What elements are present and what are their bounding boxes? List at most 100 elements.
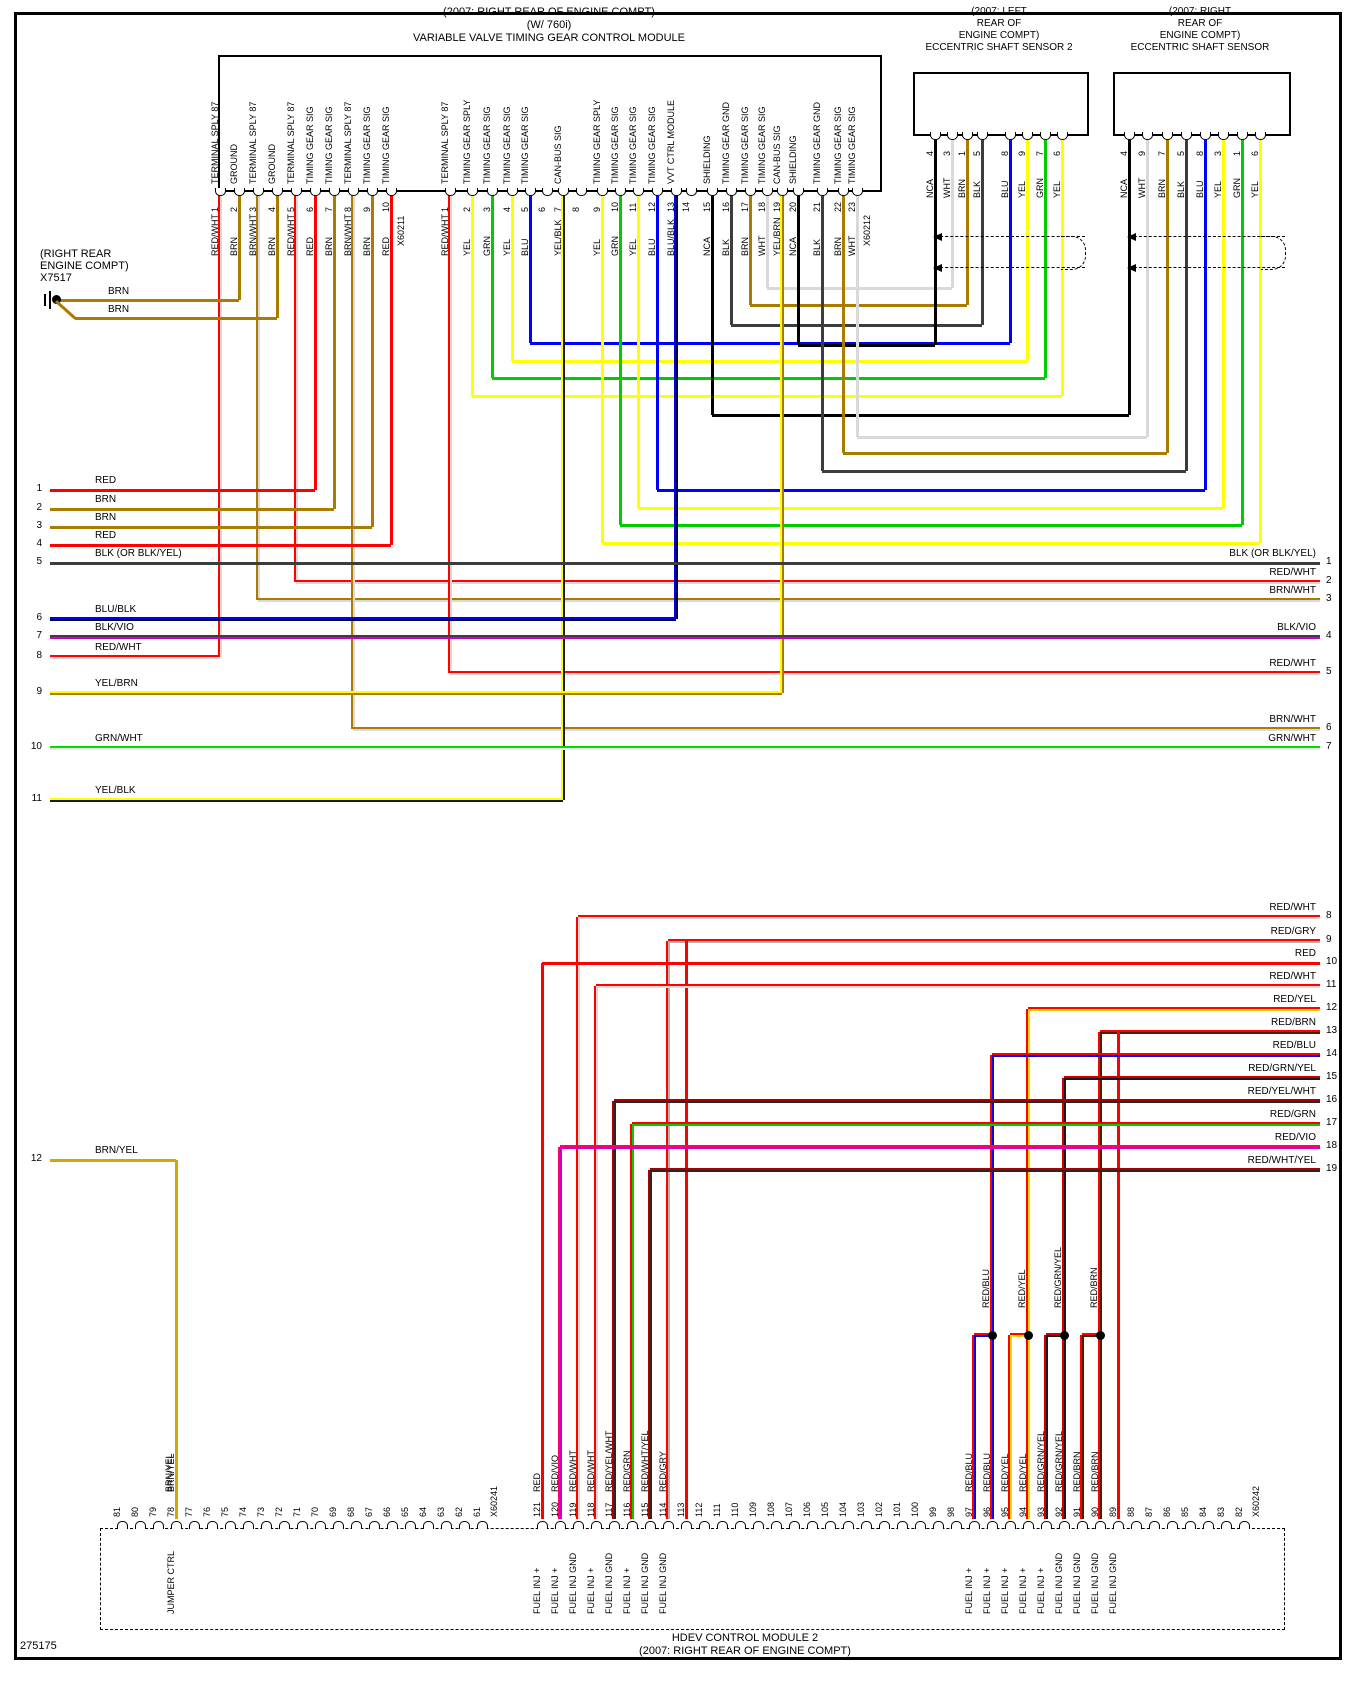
- pin-number: 8: [1195, 150, 1205, 156]
- pin-number: 7: [324, 206, 334, 212]
- left-wire-label: BLU/BLK: [95, 604, 137, 615]
- wire-BLK/VIO: [50, 635, 1320, 639]
- wire-BRN: [841, 194, 845, 453]
- wire-color-label: RED/BLU: [964, 1452, 974, 1492]
- shield-arrow-icon: [933, 233, 942, 241]
- pin-number: 65: [400, 1506, 410, 1517]
- pin-number: 112: [694, 1502, 704, 1517]
- right-wire-number: 19: [1326, 1163, 1338, 1174]
- wire-RED: [540, 963, 544, 1519]
- pin-bracket: [933, 1521, 944, 1529]
- shield-dashed-line: [1129, 267, 1285, 268]
- pin-bracket: [817, 188, 828, 196]
- wire-RED: [684, 941, 688, 1519]
- pin-bracket: [189, 1521, 200, 1529]
- pin-number: 77: [184, 1506, 194, 1517]
- wire-color-label: YEL: [628, 238, 638, 256]
- wire-color-label: GRN: [1232, 178, 1242, 198]
- right-wire-number: 6: [1326, 722, 1332, 733]
- wire-RED/GRY: [668, 939, 1320, 943]
- pin-bracket: [135, 1521, 146, 1529]
- wire-WHT: [950, 139, 954, 288]
- pin-number: 68: [346, 1506, 356, 1517]
- pin-bracket: [1077, 1521, 1088, 1529]
- wire-RED/BLU: [992, 1053, 1320, 1057]
- wire-BLU/BLK: [50, 617, 676, 621]
- pin-number: 9: [362, 206, 372, 212]
- wire-RED/BRN: [1100, 1030, 1320, 1034]
- wire-color-label: BRN: [229, 236, 239, 256]
- page-border: [14, 12, 1342, 1660]
- pin-number: 78: [166, 1506, 176, 1517]
- right-wire-number: 10: [1326, 956, 1338, 967]
- pin-number: 15: [702, 201, 712, 212]
- pin-bracket: [1059, 1521, 1070, 1529]
- pin-number: 76: [202, 1506, 212, 1517]
- pin-bracket: [297, 1521, 308, 1529]
- wire-YEL: [510, 194, 514, 361]
- wire-YEL/BRN: [780, 194, 784, 693]
- pin-number: 75: [220, 1506, 230, 1517]
- pin-number: 9: [1137, 150, 1147, 156]
- pin-number: 87: [1144, 1506, 1154, 1517]
- right-wire-label: RED/BLU: [1272, 1040, 1316, 1051]
- pin-number: 95: [1000, 1506, 1010, 1517]
- pin-function-label: JUMPER CTRL: [166, 1550, 176, 1614]
- pin-bracket: [525, 188, 536, 196]
- pin-number: 92: [1054, 1506, 1064, 1517]
- wire-color-label: YEL: [592, 238, 602, 256]
- junction-dot: [1023, 1330, 1033, 1340]
- pin-number: 119: [568, 1502, 578, 1517]
- pin-number: 3: [942, 150, 952, 156]
- pin-number: 100: [910, 1501, 920, 1517]
- right-wire-number: 12: [1326, 1002, 1338, 1013]
- wire-color-label: NCA: [702, 236, 712, 256]
- pin-number: 97: [964, 1506, 974, 1517]
- left-wire-label: BRN: [95, 512, 117, 523]
- wire-GRN: [620, 523, 1242, 527]
- wire-color-label: WHT: [757, 235, 767, 257]
- shield-dashed-cap: [1061, 236, 1086, 270]
- wire-color-label: GRN: [610, 236, 620, 256]
- shield-dashed-line: [935, 236, 1085, 237]
- hdev-title-line1: HDEV CONTROL MODULE 2: [671, 1632, 819, 1644]
- pin-bracket: [1005, 1521, 1016, 1529]
- wire-BRN: [57, 298, 239, 302]
- pin-number: 115: [640, 1502, 650, 1517]
- wire-BRN/YEL: [50, 1158, 176, 1162]
- pin-number: 6: [305, 206, 315, 212]
- wire-NCA: [1127, 139, 1131, 415]
- pin-number: 4: [1119, 150, 1129, 156]
- wire-color-label: BRN: [740, 236, 750, 256]
- wire-RED: [313, 194, 317, 490]
- wire-GRN/WHT: [50, 746, 1320, 750]
- pin-number: 6: [1052, 150, 1062, 156]
- pin-bracket: [243, 1521, 254, 1529]
- pin-bracket: [930, 132, 941, 140]
- left-wire-label: GRN/WHT: [95, 733, 143, 744]
- wire-color-label: GRN: [1035, 178, 1045, 198]
- wire-color-label: RED/GRN: [622, 1450, 632, 1492]
- wire-color-label: NCA: [788, 236, 798, 256]
- wire-BRN/WHT: [256, 194, 260, 600]
- wire-RED/BRN: [1098, 1032, 1102, 1519]
- pin-number: 80: [130, 1506, 140, 1517]
- pin-bracket: [838, 188, 849, 196]
- left-wire-number: 6: [36, 612, 42, 623]
- vvt-title-line1: (2007: RIGHT REAR OF ENGINE COMPT): [443, 6, 655, 18]
- wire-color-label: BRN: [324, 236, 334, 256]
- pin-bracket: [745, 188, 756, 196]
- wire-color-label: RED/GRN/YEL: [1054, 1430, 1064, 1492]
- wire-color-label: BRN/WHT: [343, 214, 353, 256]
- pin-number: 81: [112, 1506, 122, 1517]
- sensor1-title-line3: ENGINE COMPT): [1159, 30, 1241, 41]
- pin-number: 108: [766, 1501, 776, 1517]
- wire-RED/YEL: [1026, 1009, 1030, 1519]
- pin-bracket: [387, 1521, 398, 1529]
- wire-color-label: BLU: [1000, 180, 1010, 198]
- pin-bracket: [1239, 1521, 1250, 1529]
- vvt-module-box: [218, 55, 882, 192]
- pin-bracket: [879, 1521, 890, 1529]
- pin-bracket: [1040, 132, 1051, 140]
- wire-color-label: RED/YEL: [1000, 1453, 1010, 1492]
